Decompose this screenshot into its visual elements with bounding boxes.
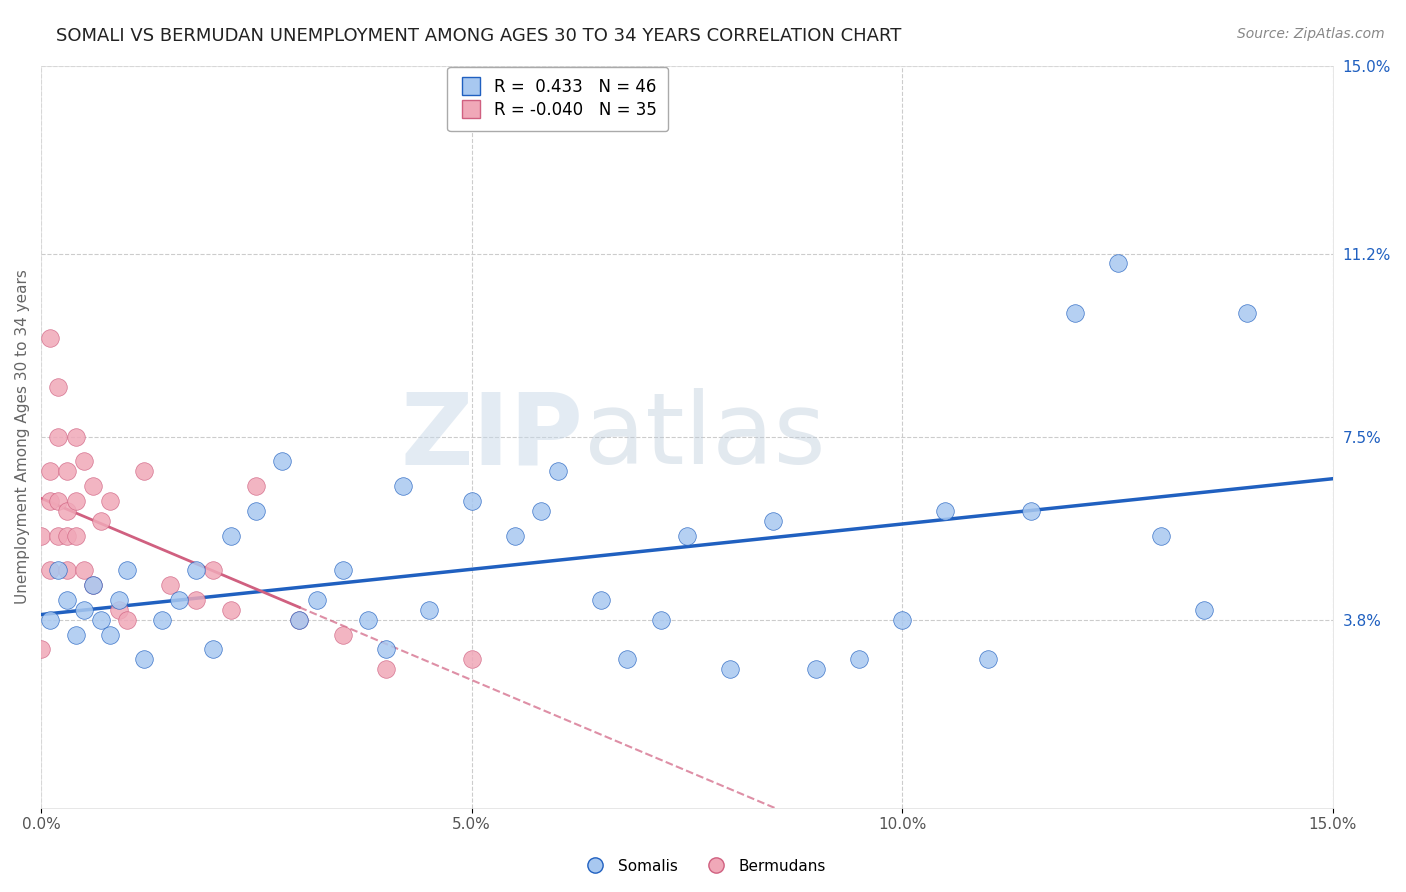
Y-axis label: Unemployment Among Ages 30 to 34 years: Unemployment Among Ages 30 to 34 years [15, 269, 30, 604]
Point [56, 563, 79, 577]
Point [98, 627, 121, 641]
Point [82, 578, 104, 592]
Point [150, 613, 173, 627]
Point [65, 627, 87, 641]
Text: atlas: atlas [583, 388, 825, 485]
Point [30, 528, 52, 542]
Point [107, 593, 129, 607]
Point [38, 494, 60, 508]
Point [374, 642, 396, 657]
Point [38, 563, 60, 577]
Point [73, 563, 96, 577]
Point [762, 514, 785, 528]
Point [90, 613, 112, 627]
Point [305, 593, 328, 607]
Point [529, 504, 551, 518]
Point [547, 464, 569, 478]
Point [73, 603, 96, 617]
Point [1236, 306, 1258, 320]
Point [38, 613, 60, 627]
Point [134, 464, 156, 478]
Point [357, 613, 380, 627]
Point [56, 464, 79, 478]
Point [848, 652, 870, 666]
Point [56, 528, 79, 542]
Legend: Somalis, Bermudans: Somalis, Bermudans [574, 853, 832, 880]
Text: Source: ZipAtlas.com: Source: ZipAtlas.com [1237, 27, 1385, 41]
Point [1150, 528, 1173, 542]
Point [934, 504, 956, 518]
Point [245, 504, 267, 518]
Point [107, 603, 129, 617]
Point [115, 613, 138, 627]
Point [332, 627, 354, 641]
Point [418, 603, 440, 617]
Point [460, 652, 482, 666]
Point [616, 652, 638, 666]
Point [245, 479, 267, 493]
Point [891, 613, 914, 627]
Legend: R =  0.433   N = 46, R = -0.040   N = 35: R = 0.433 N = 46, R = -0.040 N = 35 [447, 67, 668, 131]
Point [65, 494, 87, 508]
Point [1107, 256, 1129, 270]
Point [46, 528, 69, 542]
Point [46, 380, 69, 394]
Point [56, 504, 79, 518]
Point [391, 479, 413, 493]
Point [460, 494, 482, 508]
Point [90, 514, 112, 528]
Point [288, 613, 311, 627]
Point [46, 430, 69, 444]
Point [46, 494, 69, 508]
Point [288, 613, 311, 627]
Point [134, 652, 156, 666]
Point [184, 563, 207, 577]
Point [202, 563, 225, 577]
Point [374, 662, 396, 676]
Text: SOMALI VS BERMUDAN UNEMPLOYMENT AMONG AGES 30 TO 34 YEARS CORRELATION CHART: SOMALI VS BERMUDAN UNEMPLOYMENT AMONG AG… [56, 27, 901, 45]
Point [977, 652, 1000, 666]
Point [1021, 504, 1043, 518]
Point [503, 528, 526, 542]
Point [676, 528, 699, 542]
Point [589, 593, 612, 607]
Point [30, 642, 52, 657]
Point [98, 494, 121, 508]
Point [332, 563, 354, 577]
Point [184, 593, 207, 607]
Point [65, 430, 87, 444]
Point [1063, 306, 1085, 320]
Point [167, 593, 190, 607]
Text: ZIP: ZIP [401, 388, 583, 485]
Point [65, 528, 87, 542]
Point [38, 331, 60, 345]
Point [38, 464, 60, 478]
Point [159, 578, 181, 592]
Point [82, 578, 104, 592]
Point [718, 662, 741, 676]
Point [46, 563, 69, 577]
Point [219, 528, 242, 542]
Point [56, 593, 79, 607]
Point [650, 613, 672, 627]
Point [1192, 603, 1215, 617]
Point [202, 642, 225, 657]
Point [73, 454, 96, 468]
Point [271, 454, 294, 468]
Point [82, 479, 104, 493]
Point [219, 603, 242, 617]
Point [806, 662, 828, 676]
Point [115, 563, 138, 577]
